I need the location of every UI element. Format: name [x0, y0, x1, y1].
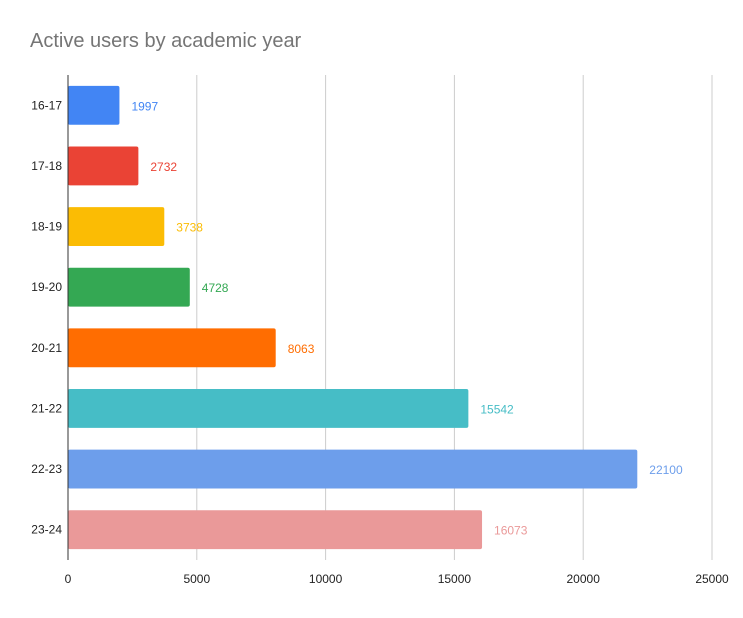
bar	[68, 146, 139, 186]
y-category-label: 16-17	[31, 98, 62, 112]
y-category-label: 20-21	[31, 341, 62, 355]
bar-data-label: 2732	[150, 160, 177, 174]
bar-data-label: 15542	[480, 402, 514, 416]
bar-data-label: 3738	[176, 221, 203, 235]
x-tick-label: 10000	[309, 572, 343, 586]
bar-data-label: 16073	[494, 524, 528, 538]
x-tick-label: 25000	[695, 572, 729, 586]
y-category-label: 22-23	[31, 462, 62, 476]
bar	[68, 449, 638, 489]
bar	[68, 207, 165, 246]
bar-data-label: 4728	[202, 281, 229, 295]
bar-data-label: 1997	[131, 99, 158, 113]
bar-data-label: 22100	[649, 463, 683, 477]
y-category-label: 17-18	[31, 159, 62, 173]
x-tick-label: 0	[65, 572, 72, 586]
y-category-label: 19-20	[31, 280, 62, 294]
bar	[68, 267, 190, 307]
chart-title: Active users by academic year	[30, 30, 302, 52]
bar	[68, 85, 120, 125]
y-category-label: 23-24	[31, 523, 62, 537]
x-tick-label: 5000	[183, 572, 210, 586]
bar	[68, 510, 483, 550]
x-tick-label: 15000	[438, 572, 472, 586]
y-category-label: 21-22	[31, 401, 62, 415]
bar-data-label: 8063	[288, 342, 315, 356]
x-tick-label: 20000	[567, 572, 601, 586]
y-category-label: 18-19	[31, 220, 62, 234]
bar	[68, 328, 276, 368]
bar	[68, 389, 469, 428]
